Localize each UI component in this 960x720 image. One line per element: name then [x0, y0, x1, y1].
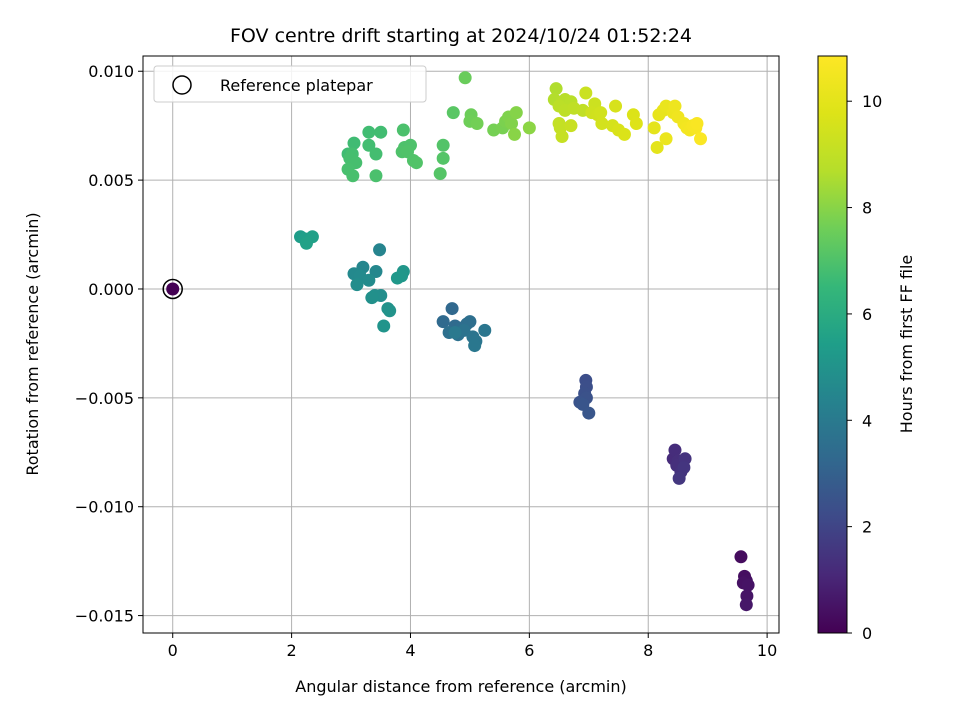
y-tick-label: 0.005 [88, 171, 134, 190]
y-tick-label: 0.010 [88, 62, 134, 81]
data-point [734, 550, 748, 564]
data-point [436, 151, 450, 165]
data-point [579, 86, 593, 100]
data-point [741, 578, 755, 592]
data-point [677, 461, 691, 475]
colorbar-tick-label: 10 [862, 92, 882, 111]
data-point [350, 278, 364, 292]
y-tick-label: −0.010 [75, 498, 134, 517]
x-axis-label: Angular distance from reference (arcmin) [295, 677, 626, 696]
x-tick-label: 2 [287, 641, 297, 660]
data-point [390, 271, 404, 285]
y-tick-label: −0.015 [75, 607, 134, 626]
data-point [369, 265, 383, 279]
data-point [564, 119, 578, 133]
data-point [595, 116, 609, 130]
data-point [672, 471, 686, 485]
y-tick-label: −0.005 [75, 389, 134, 408]
data-point [505, 116, 519, 130]
data-point [659, 132, 673, 146]
data-point [446, 106, 460, 120]
data-point [445, 302, 459, 316]
data-point [668, 99, 682, 113]
data-point [436, 138, 450, 152]
colorbar-tick-label: 8 [862, 199, 872, 218]
data-point [470, 116, 484, 130]
reference-point-fill [166, 282, 180, 296]
data-point [609, 99, 623, 113]
plot-frame [142, 55, 780, 634]
legend-entry-reference-platepar: Reference platepar [220, 76, 373, 95]
colorbar-tick-label: 6 [862, 305, 872, 324]
data-point [507, 127, 521, 141]
x-tick-label: 4 [405, 641, 415, 660]
data-point [347, 136, 361, 150]
y-tick-label: 0.000 [88, 280, 134, 299]
data-point [650, 140, 664, 154]
data-point [555, 130, 569, 144]
chart-title: FOV centre drift starting at 2024/10/24 … [230, 25, 692, 47]
colorbar-ticks: 0 2 4 6 8 10 [847, 92, 882, 643]
data-point [739, 598, 753, 612]
data-point [409, 156, 423, 170]
data-point [369, 169, 383, 183]
x-tick-label: 10 [757, 641, 777, 660]
reference-point-group [162, 278, 183, 300]
data-point [383, 304, 397, 318]
data-point [362, 125, 376, 139]
data-point [377, 319, 391, 333]
data-point [458, 71, 472, 85]
data-point [594, 106, 608, 120]
data-point [369, 147, 383, 161]
reference-point-marker [162, 278, 183, 300]
data-point [365, 291, 379, 305]
legend: Reference platepar [153, 65, 427, 103]
data-point [436, 315, 450, 329]
data-point [346, 169, 360, 183]
x-tick-label: 0 [168, 641, 178, 660]
colorbar-tick-label: 2 [862, 518, 872, 537]
data-point [433, 167, 447, 181]
data-point [617, 127, 631, 141]
data-point [549, 82, 563, 96]
data-point [299, 236, 313, 250]
data-point [478, 323, 492, 337]
x-tick-label: 8 [643, 641, 653, 660]
legend-box [153, 65, 427, 103]
data-point [362, 138, 376, 152]
data-point [509, 106, 523, 120]
data-point [448, 326, 462, 340]
data-point [362, 273, 376, 287]
data-point [373, 243, 387, 257]
data-point [468, 339, 482, 353]
data-point [396, 123, 410, 137]
data-point [690, 116, 704, 130]
colorbar [817, 55, 848, 634]
colorbar-tick-label: 0 [862, 624, 872, 643]
data-point [668, 443, 682, 457]
legend-marker [172, 75, 192, 95]
x-tick-label: 6 [524, 641, 534, 660]
y-axis-ticks: 0.010 0.005 0.000 −0.005 −0.010 −0.015 [75, 62, 143, 626]
data-point [374, 125, 388, 139]
data-point [647, 121, 661, 135]
data-point [629, 116, 643, 130]
data-points [294, 71, 755, 612]
data-point [522, 121, 536, 135]
data-point [582, 406, 596, 420]
data-point [694, 132, 708, 146]
x-axis-ticks: 0 2 4 6 8 10 [168, 633, 777, 660]
colorbar-label: Hours from first FF file [897, 255, 916, 434]
y-axis-label: Rotation from reference (arcmin) [23, 212, 42, 475]
colorbar-tick-label: 4 [862, 411, 872, 430]
